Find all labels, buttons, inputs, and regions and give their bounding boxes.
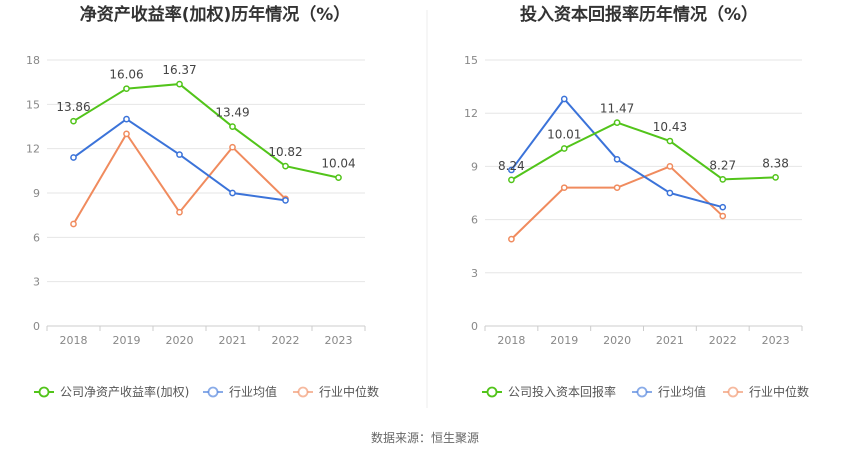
series-line-2 (72, 117, 286, 202)
data-point[interactable] (560, 95, 568, 103)
legend-marker-icon (297, 386, 309, 398)
data-label: 10.82 (268, 145, 302, 159)
legend-marker-icon (727, 386, 739, 398)
y-tick-label: 6 (33, 231, 40, 244)
x-tick-label: 2018 (60, 334, 88, 347)
data-point[interactable] (666, 137, 674, 145)
data-point[interactable] (123, 115, 130, 123)
data-point[interactable] (613, 184, 621, 192)
y-tick-label: 15 (26, 98, 40, 111)
data-point[interactable] (229, 189, 236, 197)
legend-label: 公司投入资本回报率 (508, 384, 616, 399)
y-tick-label: 0 (33, 320, 40, 333)
data-point[interactable] (176, 208, 183, 216)
x-tick-label: 2019 (550, 334, 578, 347)
data-point[interactable] (719, 203, 727, 211)
legend-item-1[interactable]: 公司净资产收益率(加权) (34, 384, 189, 399)
data-point[interactable] (123, 130, 130, 138)
y-tick-label: 18 (26, 54, 40, 67)
data-point[interactable] (70, 220, 77, 228)
x-tick-label: 2023 (762, 334, 790, 347)
data-point[interactable] (508, 166, 515, 174)
legend-item-2[interactable]: 行业均值 (632, 384, 706, 399)
data-point[interactable] (560, 145, 568, 152)
legend-item-3[interactable]: 行业中位数 (723, 384, 809, 399)
data-point[interactable] (613, 155, 621, 163)
data-label: 13.49 (215, 106, 249, 120)
data-label: 10.04 (321, 157, 355, 171)
data-point[interactable] (335, 174, 342, 181)
series-line-1 (72, 83, 339, 179)
data-point[interactable] (123, 85, 130, 93)
chart-panel-1: 净资产收益率(加权)历年情况（%） 0 3 6 9 12 15 18 2018 2019 2020 2… (26, 4, 379, 399)
data-point[interactable] (613, 119, 621, 126)
data-point[interactable] (719, 175, 727, 183)
data-label: 13.86 (56, 100, 90, 114)
series-line-3 (510, 165, 724, 240)
legend-marker-icon (486, 386, 498, 398)
x-tick-label: 2018 (497, 334, 525, 347)
data-point[interactable] (176, 80, 183, 88)
y-tick-label: 12 (464, 107, 478, 120)
y-tick-label: 9 (471, 160, 478, 173)
chart-title: 投入资本回报率历年情况（%） (520, 4, 758, 25)
chart-panel-2: 投入资本回报率历年情况（%） 0 3 6 9 12 15 2018 2019 2020 2021 20… (464, 4, 809, 399)
legend-label: 行业中位数 (319, 384, 379, 399)
data-point[interactable] (229, 143, 236, 151)
x-tick-label: 2020 (603, 334, 631, 347)
data-label: 16.37 (162, 63, 196, 77)
data-point[interactable] (772, 174, 779, 181)
legend-item-3[interactable]: 行业中位数 (293, 384, 379, 399)
x-tick-label: 2022 (272, 334, 300, 347)
data-point[interactable] (282, 197, 289, 204)
x-tick-label: 2021 (219, 334, 247, 347)
data-point[interactable] (229, 123, 236, 130)
legend-label: 行业中位数 (749, 384, 809, 399)
x-tick-label: 2020 (166, 334, 194, 347)
x-tick-label: 2023 (325, 334, 353, 347)
legend-item-2[interactable]: 行业均值 (203, 384, 277, 399)
data-label: 10.01 (547, 127, 581, 141)
y-tick-label: 6 (471, 214, 478, 227)
chart-title: 净资产收益率(加权)历年情况（%） (80, 4, 351, 25)
data-point[interactable] (508, 235, 515, 243)
y-tick-label: 9 (33, 187, 40, 200)
source-text: 数据来源：恒生聚源 (371, 430, 479, 445)
data-point[interactable] (176, 151, 183, 158)
legend-marker-icon (38, 386, 50, 398)
data-point[interactable] (70, 154, 77, 161)
x-tick-label: 2019 (113, 334, 141, 347)
data-point[interactable] (282, 162, 289, 170)
data-point[interactable] (70, 117, 77, 125)
data-label: 8.38 (762, 156, 789, 170)
data-label: 16.06 (109, 68, 143, 82)
y-tick-label: 15 (464, 54, 478, 67)
data-point[interactable] (666, 163, 674, 170)
data-point[interactable] (508, 176, 515, 184)
x-tick-label: 2022 (709, 334, 737, 347)
y-tick-label: 3 (471, 267, 478, 280)
data-label: 10.43 (653, 120, 687, 134)
data-point[interactable] (666, 189, 674, 197)
data-label: 8.27 (709, 158, 736, 172)
legend-label: 行业均值 (658, 384, 706, 399)
legend-marker-icon (207, 386, 219, 398)
data-point[interactable] (560, 184, 568, 192)
x-tick-label: 2021 (656, 334, 684, 347)
y-tick-label: 3 (33, 276, 40, 289)
data-label: 11.47 (600, 102, 634, 116)
legend-marker-icon (636, 386, 648, 398)
y-tick-label: 0 (471, 320, 478, 333)
legend-label: 公司净资产收益率(加权) (60, 384, 189, 399)
data-point[interactable] (719, 212, 727, 220)
data-label: 8.24 (498, 159, 525, 173)
series-line-1 (510, 121, 776, 181)
legend-label: 行业均值 (229, 384, 277, 399)
y-tick-label: 12 (26, 143, 40, 156)
legend-item-1[interactable]: 公司投入资本回报率 (482, 384, 616, 399)
